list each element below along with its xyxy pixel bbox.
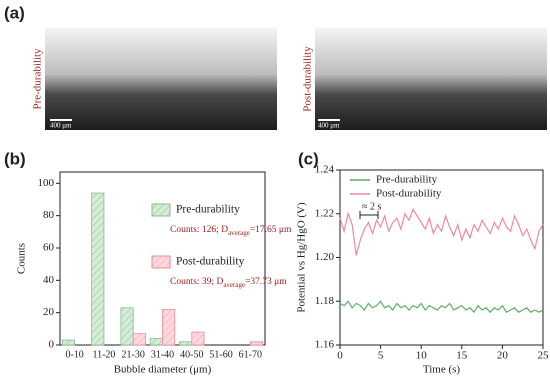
x-tick-label: 11-20 — [92, 349, 115, 360]
annotation: ≈ 2 s — [362, 201, 381, 212]
legend-label: Post-durability — [376, 188, 442, 200]
plot-frame — [339, 169, 544, 346]
y-tick-label: 1.16 — [315, 339, 335, 351]
panel-label: (a) — [4, 3, 25, 22]
bar — [162, 309, 176, 346]
scale-label: 400 μm — [50, 122, 72, 130]
annotation-sub: average — [228, 229, 250, 237]
x-tick-label: 51-60 — [209, 349, 232, 360]
x-tick-label: 5 — [378, 350, 384, 362]
y-tick-label: 20 — [43, 306, 55, 318]
panel-label: (c) — [298, 149, 319, 168]
y-tick-label: 1.18 — [315, 295, 335, 307]
photo — [315, 28, 547, 130]
photo-label: Pre-durability — [32, 48, 44, 110]
bar — [132, 333, 146, 346]
bar — [191, 331, 205, 346]
scale-label: 400 μm — [318, 122, 340, 130]
photo — [45, 28, 277, 130]
x-tick-label: 20 — [497, 350, 509, 362]
bar — [91, 192, 105, 346]
annotation-text: =17.65 μm — [250, 225, 292, 235]
y-axis-label: Potential vs Hg/HgO (V) — [296, 202, 308, 313]
line — [339, 208, 544, 256]
annotation-text: Counts: 126; D — [170, 225, 228, 235]
legend-swatch — [151, 203, 171, 217]
y-axis-label: Counts — [16, 243, 28, 274]
bar — [149, 338, 163, 346]
legend-label: Pre-durability — [376, 174, 438, 186]
y-tick-label: 40 — [43, 274, 55, 286]
y-tick-label: 100 — [38, 177, 55, 189]
x-tick-label: 31-40 — [151, 349, 174, 360]
x-tick-label: 61-70 — [239, 349, 262, 360]
y-tick-label: 60 — [43, 242, 55, 254]
annotation: Counts: 126; Daverage=17.65 μm — [170, 225, 292, 236]
annotation-sub: average — [223, 281, 245, 289]
annotation-text: =37.73 μm — [245, 277, 287, 287]
bar — [61, 339, 76, 346]
bar — [179, 341, 193, 346]
x-tick-label: 0 — [337, 350, 343, 362]
x-tick-label: 15 — [456, 350, 468, 362]
annotation-text: Counts: 39; D — [170, 277, 223, 287]
y-tick-label: 1.20 — [315, 251, 335, 263]
legend-swatch — [151, 255, 171, 269]
x-tick-label: 25 — [538, 350, 550, 362]
x-tick-label: 0-10 — [65, 349, 83, 360]
annotation: Counts: 39; Daverage=37.73 μm — [170, 277, 287, 288]
y-tick-label: 1.24 — [315, 164, 335, 176]
x-tick-label: 40-50 — [180, 349, 203, 360]
bracket — [359, 211, 379, 219]
bar — [249, 341, 264, 346]
bar — [120, 307, 134, 346]
line — [339, 300, 544, 314]
x-tick-label: 21-30 — [122, 349, 145, 360]
x-axis-label: Time (s) — [423, 364, 461, 376]
panel-label: (b) — [4, 149, 26, 168]
y-tick-label: 1.22 — [315, 207, 334, 219]
x-axis-label: Bubble diameter (μm) — [114, 364, 212, 376]
legend-label: Pre-durability — [176, 204, 240, 216]
photo-label: Post-durability — [302, 46, 314, 112]
legend-label: Post-durability — [176, 256, 245, 268]
x-tick-label: 10 — [416, 350, 428, 362]
y-tick-label: 80 — [43, 209, 55, 221]
y-tick-label: 0 — [49, 339, 55, 351]
